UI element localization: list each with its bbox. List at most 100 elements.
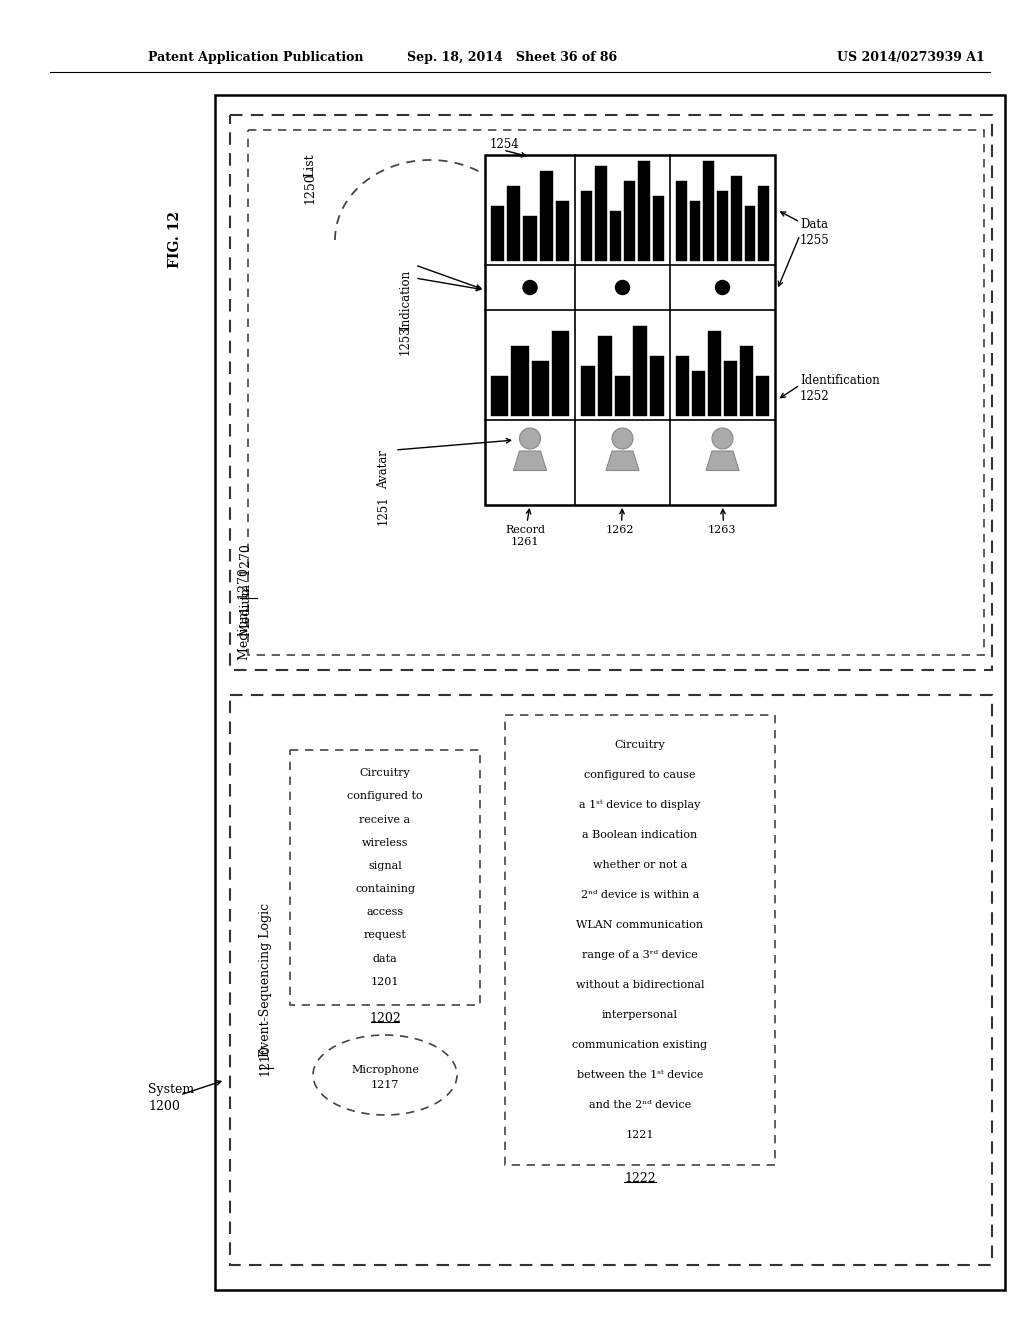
Text: US 2014/0273939 A1: US 2014/0273939 A1 — [838, 51, 985, 65]
Text: Patent Application Publication: Patent Application Publication — [148, 51, 364, 65]
Text: Medium  1270: Medium 1270 — [240, 544, 253, 636]
Text: 2ⁿᵈ device is within a: 2ⁿᵈ device is within a — [581, 890, 699, 900]
Text: access: access — [367, 907, 403, 917]
Text: and the 2ⁿᵈ device: and the 2ⁿᵈ device — [589, 1100, 691, 1110]
Circle shape — [523, 281, 537, 294]
Bar — [731, 176, 741, 261]
Text: FIG. 12: FIG. 12 — [168, 211, 182, 268]
Text: Avatar: Avatar — [377, 450, 390, 490]
Text: Medium  1270: Medium 1270 — [238, 568, 251, 660]
Text: Record
1261: Record 1261 — [505, 525, 545, 546]
Circle shape — [519, 428, 541, 449]
Text: 1200: 1200 — [148, 1100, 180, 1113]
Text: a 1ˢᵗ device to display: a 1ˢᵗ device to display — [580, 800, 700, 810]
Bar — [507, 186, 520, 261]
Bar — [485, 154, 775, 506]
Circle shape — [615, 281, 630, 294]
Text: Sep. 18, 2014   Sheet 36 of 86: Sep. 18, 2014 Sheet 36 of 86 — [407, 51, 617, 65]
Text: 1250: 1250 — [303, 172, 316, 203]
Bar — [692, 371, 705, 416]
Bar — [756, 376, 769, 416]
Bar — [540, 172, 553, 261]
Text: signal: signal — [368, 861, 401, 871]
Bar — [490, 206, 504, 261]
Text: Circuitry: Circuitry — [614, 741, 666, 750]
Bar — [615, 376, 630, 416]
Circle shape — [612, 428, 633, 449]
Text: interpersonal: interpersonal — [602, 1010, 678, 1020]
Bar — [676, 181, 687, 261]
Text: configured to: configured to — [347, 792, 423, 801]
Text: System: System — [148, 1084, 195, 1097]
Text: 1221: 1221 — [626, 1130, 654, 1140]
Bar — [230, 696, 992, 1265]
Bar — [595, 166, 606, 261]
Text: whether or not a: whether or not a — [593, 861, 687, 870]
Text: 1254: 1254 — [490, 137, 520, 150]
Text: a Boolean indication: a Boolean indication — [583, 830, 697, 840]
Text: 1210: 1210 — [258, 1044, 271, 1076]
Bar — [581, 191, 592, 261]
Bar — [717, 191, 728, 261]
Text: Data: Data — [800, 219, 828, 231]
Text: configured to cause: configured to cause — [585, 770, 695, 780]
Text: 1201: 1201 — [371, 977, 399, 987]
Bar — [703, 161, 714, 261]
Text: Microphone: Microphone — [351, 1065, 419, 1074]
Bar — [650, 356, 664, 416]
Text: 1255: 1255 — [800, 234, 829, 247]
Text: 1262: 1262 — [605, 525, 634, 535]
Text: range of a 3ʳᵈ device: range of a 3ʳᵈ device — [582, 950, 698, 960]
Bar — [690, 201, 700, 261]
Text: receive a: receive a — [359, 814, 411, 825]
Polygon shape — [706, 451, 739, 470]
Text: 1202: 1202 — [369, 1012, 400, 1026]
Bar — [759, 186, 769, 261]
Text: wireless: wireless — [361, 838, 409, 847]
Bar — [744, 206, 756, 261]
Text: Circuitry: Circuitry — [359, 768, 411, 779]
Bar — [290, 750, 480, 1005]
Circle shape — [716, 281, 729, 294]
Text: without a bidirectional: without a bidirectional — [575, 979, 705, 990]
Polygon shape — [513, 451, 547, 470]
Text: between the 1ˢᵗ device: between the 1ˢᵗ device — [577, 1071, 703, 1080]
Bar — [581, 366, 595, 416]
Text: containing: containing — [355, 884, 415, 894]
Bar — [708, 331, 721, 416]
Text: 1222: 1222 — [625, 1172, 655, 1185]
Bar — [609, 211, 621, 261]
Bar — [215, 95, 1005, 1290]
Text: communication existing: communication existing — [572, 1040, 708, 1049]
Text: WLAN communication: WLAN communication — [577, 920, 703, 931]
Bar — [638, 161, 649, 261]
Bar — [490, 376, 508, 416]
Bar — [552, 331, 569, 416]
Text: data: data — [373, 953, 397, 964]
Text: List: List — [303, 153, 316, 177]
Bar — [523, 216, 537, 261]
Text: 1252: 1252 — [800, 389, 829, 403]
Bar — [652, 195, 664, 261]
Text: Event-Sequencing Logic: Event-Sequencing Logic — [258, 903, 271, 1057]
Text: 1263: 1263 — [708, 525, 736, 535]
Text: 1217: 1217 — [371, 1080, 399, 1090]
Bar — [633, 326, 647, 416]
Bar — [676, 356, 689, 416]
Text: 1253: 1253 — [399, 325, 412, 355]
Polygon shape — [606, 451, 639, 470]
Text: Identification: Identification — [800, 374, 880, 387]
Bar — [598, 337, 612, 416]
Bar — [724, 360, 737, 416]
Bar — [505, 715, 775, 1166]
Bar — [740, 346, 753, 416]
Bar — [531, 360, 549, 416]
Bar — [556, 201, 569, 261]
Text: request: request — [364, 931, 407, 940]
Ellipse shape — [313, 1035, 457, 1115]
Bar — [511, 346, 528, 416]
Text: 1251: 1251 — [377, 495, 390, 525]
Bar — [624, 181, 635, 261]
Bar — [248, 129, 984, 655]
Circle shape — [712, 428, 733, 449]
